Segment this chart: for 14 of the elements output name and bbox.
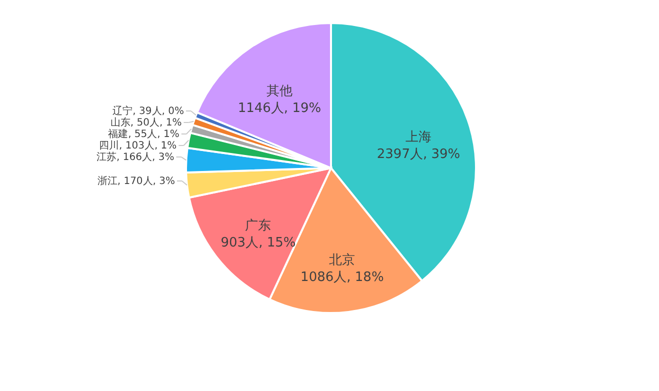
data-label: 1146人, 19% [238, 100, 322, 116]
slice-label: 其他 [266, 84, 292, 99]
data-label: 903人, 15% [220, 236, 296, 251]
slice-label: 福建, 55人, 1% [108, 128, 180, 140]
slice-label: 四川, 103人, 1% [99, 139, 177, 152]
slice-label: 山东, 50人, 1% [110, 116, 182, 128]
data-label: 2397人, 39% [376, 147, 460, 162]
slice-label: 辽宁, 39人, 0% [112, 104, 184, 117]
slice-label: 江苏, 166人, 3% [96, 150, 174, 163]
data-label: 1086人, 18% [300, 270, 384, 286]
slice-label: 广东 [245, 218, 272, 234]
slice-label: 上海 [406, 130, 432, 146]
slice-label: 北京 [329, 253, 356, 268]
slice-label: 浙江, 170人, 3% [97, 174, 176, 187]
